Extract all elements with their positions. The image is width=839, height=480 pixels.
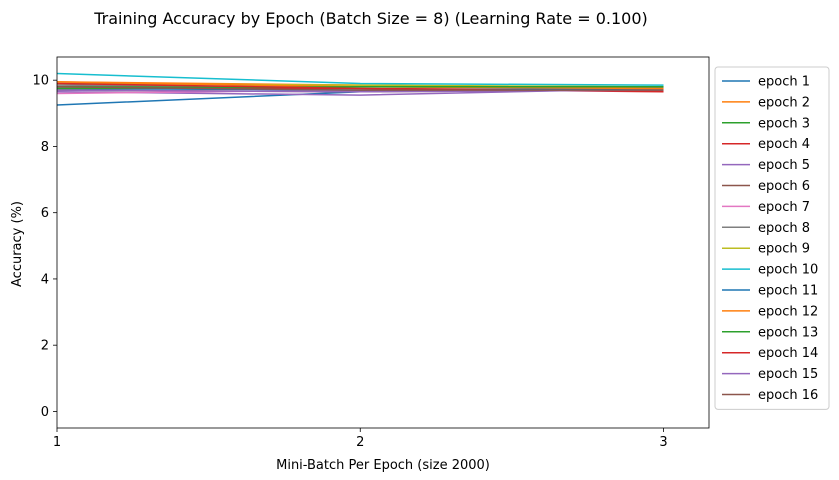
x-axis-ticks: 1 2 3 [53,428,668,450]
y-tick-label: 2 [41,339,49,354]
legend-label: epoch 11 [758,284,818,299]
plot-area [56,56,710,429]
chart-title: Training Accuracy by Epoch (Batch Size =… [93,9,648,28]
x-tick-label: 1 [53,435,61,450]
y-tick-label: 10 [32,74,49,89]
y-tick-label: 6 [41,206,49,221]
legend-label: epoch 16 [758,388,818,403]
y-axis-ticks: 0 2 4 6 8 10 [32,74,57,420]
x-axis-label: Mini-Batch Per Epoch (size 2000) [276,458,490,473]
legend-label: epoch 12 [758,304,818,319]
series-line-10 [56,72,664,86]
y-tick-label: 0 [41,405,49,420]
y-axis-label: Accuracy (%) [10,201,25,287]
legend-label: epoch 2 [758,95,810,110]
legend-label: epoch 8 [758,221,810,236]
legend-label: epoch 3 [758,116,810,131]
legend-label: epoch 4 [758,137,810,152]
x-tick-label: 2 [356,435,364,450]
legend-label: epoch 14 [758,346,818,361]
legend: epoch 1 epoch 2 epoch 3 epoch 4 epoch 5 epoch… [714,66,830,410]
x-tick-label: 3 [659,435,667,450]
y-tick-label: 8 [41,140,49,155]
legend-label: epoch 7 [758,200,810,215]
legend-box [714,66,830,410]
legend-label: epoch 5 [758,158,810,173]
series-line-16 [56,86,664,91]
legend-label: epoch 10 [758,263,818,278]
legend-label: epoch 1 [758,75,810,90]
legend-label: epoch 13 [758,325,818,340]
legend-label: epoch 6 [758,179,810,194]
legend-label: epoch 9 [758,242,810,257]
y-tick-label: 4 [41,272,49,287]
legend-label: epoch 15 [758,367,818,382]
plot-frame [56,56,710,429]
